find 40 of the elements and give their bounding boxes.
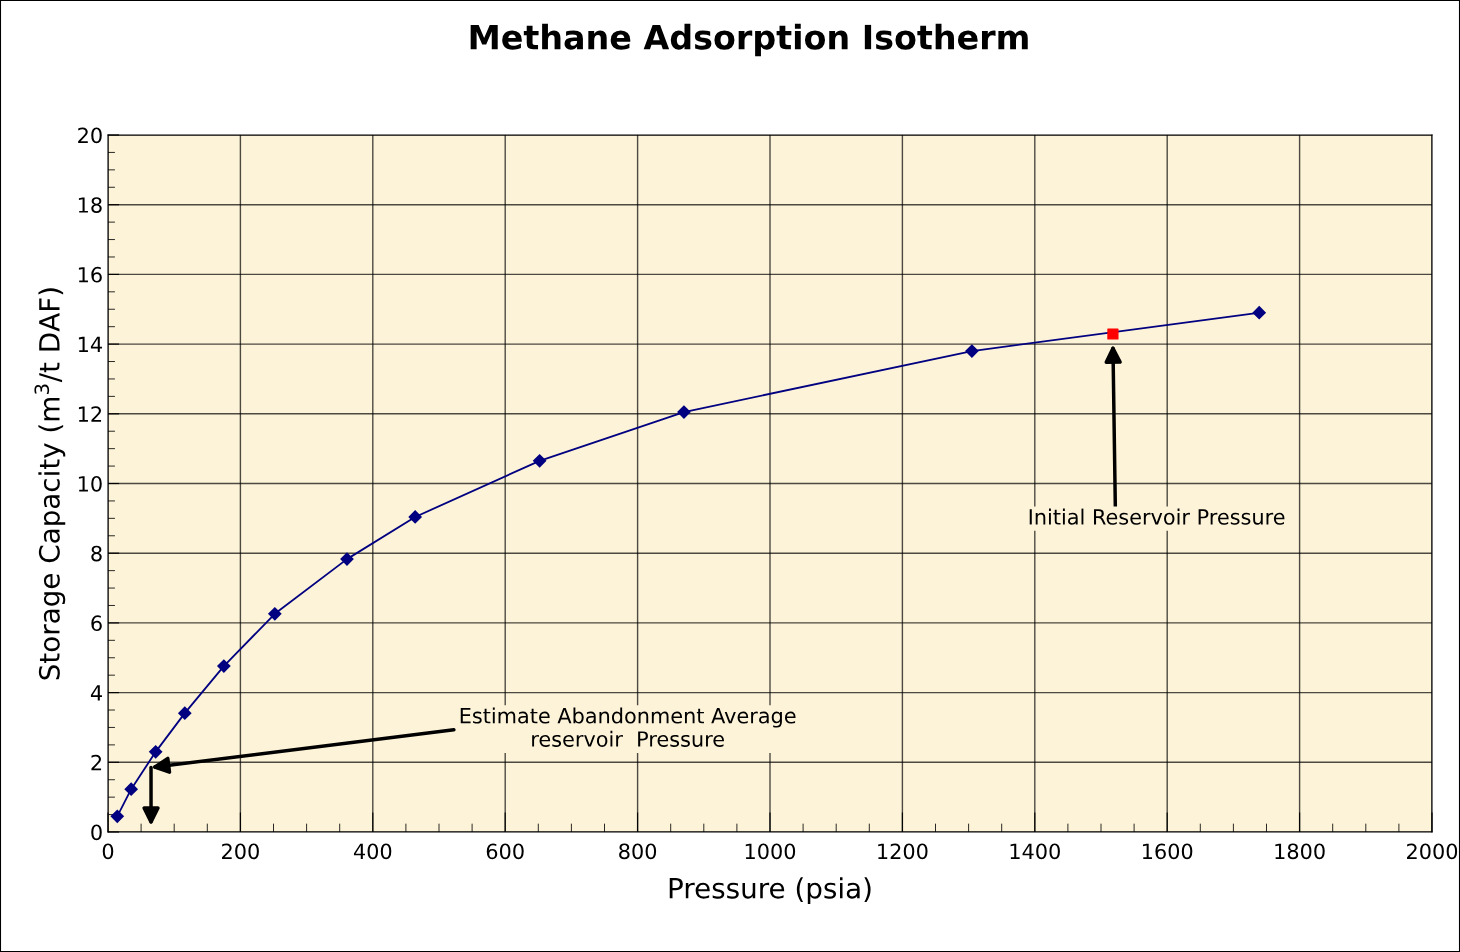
y-tick-label: 16 — [78, 266, 102, 283]
point — [149, 745, 163, 759]
y-tick-label: 4 — [90, 685, 102, 701]
y-tick-label: 8 — [91, 545, 102, 562]
x-tick-label: 1000 — [745, 843, 796, 860]
point — [533, 454, 547, 468]
x-tick-label: 0 — [102, 843, 114, 860]
y-tick-label: 12 — [78, 406, 102, 422]
x-tick-label: 1200 — [878, 843, 928, 860]
x-tick-label: 800 — [619, 843, 657, 860]
point — [1252, 306, 1266, 320]
x-tick-label: 400 — [353, 843, 392, 860]
point — [408, 510, 422, 524]
annotation: Initial Reservoir Pressure — [1029, 508, 1285, 525]
y-tick-label: 20 — [78, 127, 102, 144]
chart-title: Methane Adsorption Isotherm — [470, 23, 1028, 57]
x-tick-label: 1800 — [1275, 843, 1325, 860]
point — [110, 809, 124, 823]
point — [268, 607, 282, 621]
y-tick-label: 6 — [91, 615, 102, 632]
annotation: Estimate Abandonment Average reservoir Pressure — [460, 707, 796, 747]
y-tick-label: 2 — [91, 754, 102, 771]
x-tick-label: 1400 — [1010, 843, 1060, 860]
y-axis-title: Storage Capacity (m$^{3}$/t DAF) — [34, 288, 66, 680]
point — [124, 782, 138, 796]
x-tick-label: 200 — [222, 843, 259, 860]
x-axis-title: Pressure (psia) — [669, 877, 871, 905]
x-tick-label: 600 — [486, 843, 524, 860]
y-tick-label: 10 — [78, 475, 102, 492]
y-tick-label: 14 — [78, 336, 102, 353]
y-tick-label: 18 — [78, 197, 102, 213]
x-tick-label: 2000 — [1407, 843, 1458, 860]
point — [178, 706, 192, 720]
x-tick-label: 1600 — [1142, 843, 1193, 860]
point — [677, 405, 691, 419]
point — [1107, 328, 1119, 340]
y-tick-label: 0 — [91, 824, 102, 841]
point — [965, 344, 979, 358]
point — [340, 552, 354, 566]
point — [217, 659, 231, 673]
